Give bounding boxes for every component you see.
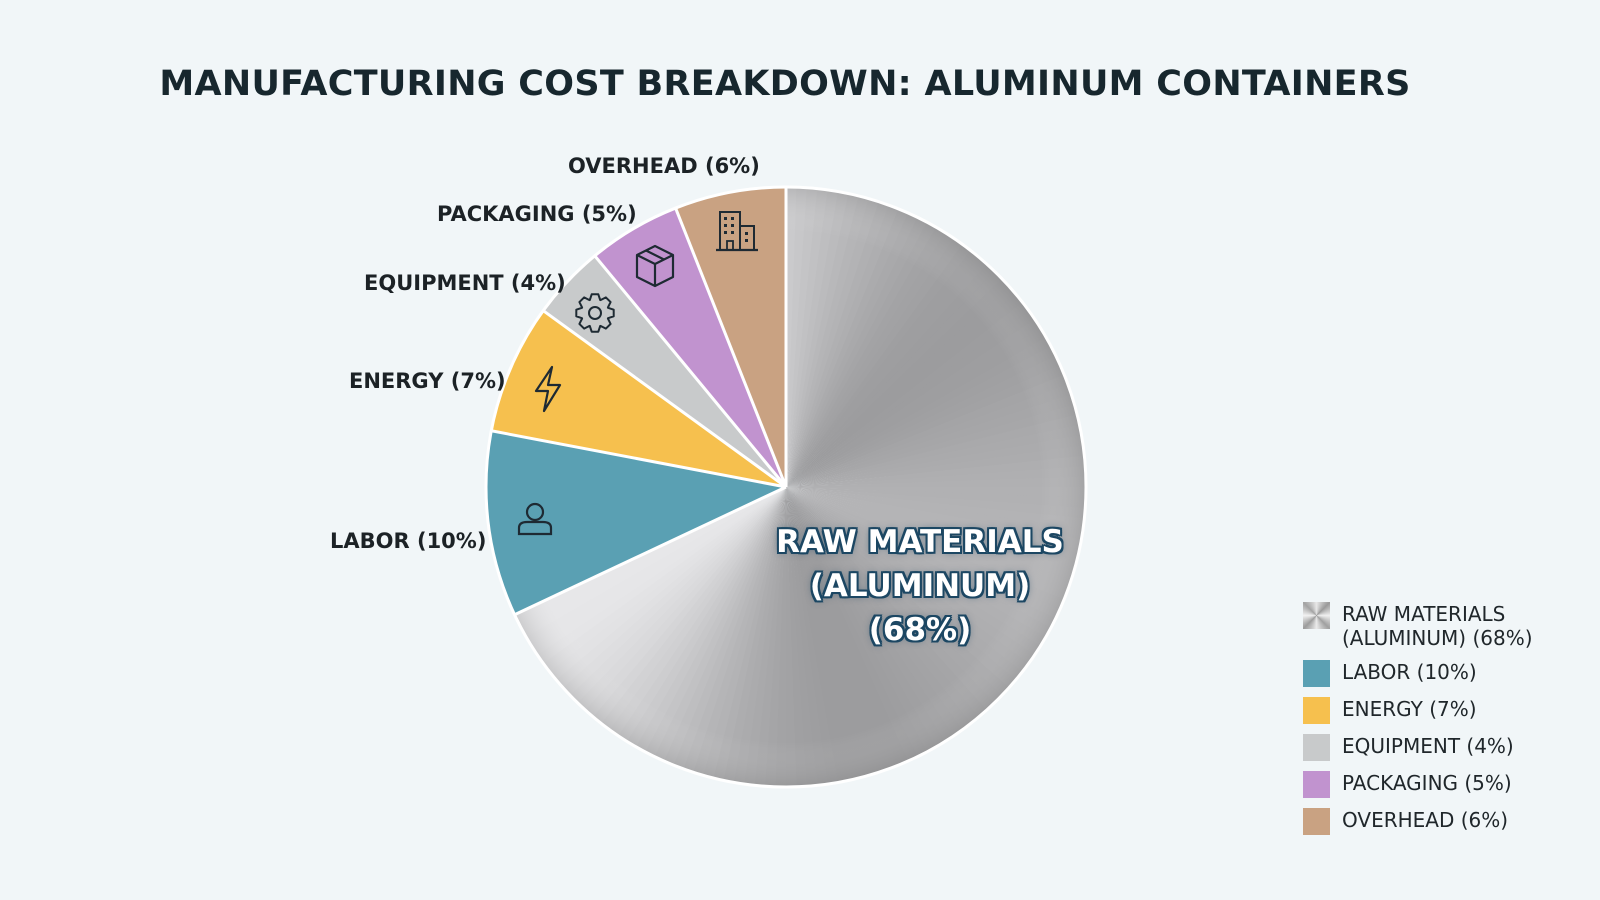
slice-divider: [674, 207, 788, 488]
person-icon: [517, 502, 553, 536]
legend-item-raw[interactable]: RAW MATERIALS (ALUMINUM) (68%): [1303, 602, 1542, 650]
legend-label-equipment: EQUIPMENT (4%): [1342, 734, 1514, 758]
legend-swatch-energy: [1303, 697, 1330, 724]
legend-item-packaging[interactable]: PACKAGING (5%): [1303, 771, 1542, 798]
callout-equipment: EQUIPMENT (4%): [364, 271, 566, 295]
callout-labor: LABOR (10%): [330, 529, 487, 553]
raw-label-line1: RAW MATERIALS: [776, 524, 1064, 560]
slice-divider: [513, 485, 787, 617]
raw-label-line3: (68%): [868, 612, 972, 648]
slice-labor[interactable]: [486, 430, 786, 615]
box-icon: [635, 244, 675, 288]
slice-packaging[interactable]: [594, 208, 786, 487]
legend-item-equipment[interactable]: EQUIPMENT (4%): [1303, 734, 1542, 761]
slice-overhead[interactable]: [675, 187, 786, 487]
callout-overhead: OVERHEAD (6%): [568, 154, 760, 178]
slice-divider: [542, 309, 787, 489]
building-icon: [716, 211, 758, 252]
legend: RAW MATERIALS (ALUMINUM) (68%) LABOR (10…: [1303, 602, 1542, 845]
legend-swatch-raw: [1303, 602, 1330, 629]
legend-swatch-labor: [1303, 660, 1330, 687]
callout-packaging: PACKAGING (5%): [437, 202, 637, 226]
gear-icon: [575, 293, 615, 333]
callout-energy: ENERGY (7%): [349, 369, 506, 393]
legend-item-energy[interactable]: ENERGY (7%): [1303, 697, 1542, 724]
slice-divider: [593, 254, 788, 488]
legend-swatch-overhead: [1303, 808, 1330, 835]
chart-title: MANUFACTURING COST BREAKDOWN: ALUMINUM C…: [159, 64, 1411, 104]
legend-label-energy: ENERGY (7%): [1342, 697, 1477, 721]
raw-materials-label: RAW MATERIALS (ALUMINUM) (68%): [770, 520, 1070, 652]
legend-label-labor: LABOR (10%): [1342, 660, 1477, 684]
raw-label-line2: (ALUMINUM): [809, 568, 1031, 604]
slice-equipment[interactable]: [543, 255, 786, 487]
legend-label-overhead: OVERHEAD (6%): [1342, 808, 1509, 832]
legend-item-overhead[interactable]: OVERHEAD (6%): [1303, 808, 1542, 835]
slice-divider: [491, 429, 787, 489]
slice-energy[interactable]: [491, 310, 786, 487]
legend-swatch-packaging: [1303, 771, 1330, 798]
legend-item-labor[interactable]: LABOR (10%): [1303, 660, 1542, 687]
legend-label-raw: RAW MATERIALS (ALUMINUM) (68%): [1342, 602, 1533, 650]
lightning-icon: [534, 365, 562, 413]
legend-label-packaging: PACKAGING (5%): [1342, 771, 1512, 795]
pie-rim: [484, 185, 1088, 789]
legend-swatch-equipment: [1303, 734, 1330, 761]
